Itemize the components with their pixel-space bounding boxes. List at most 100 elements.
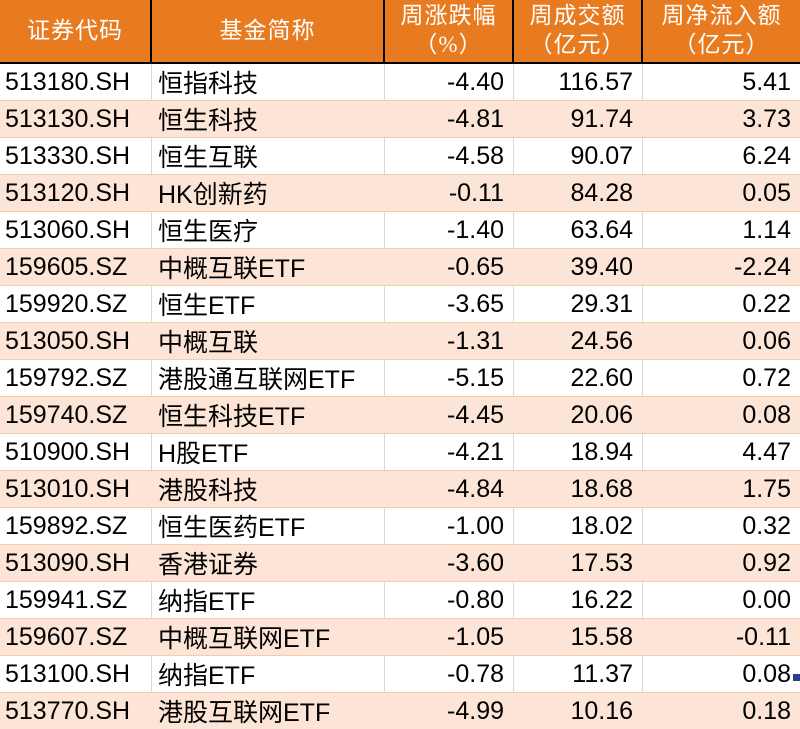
cell-security-code[interactable]: 159740.SZ	[5, 400, 128, 429]
table-row[interactable]: 159941.SZ 纳指ETF -0.80 16.22 0.00	[0, 581, 800, 618]
header-fund-name[interactable]: 基金简称	[152, 0, 385, 62]
cell-fund-name[interactable]: 港股互联网ETF	[158, 699, 331, 727]
cell-fund-name[interactable]: 纳指ETF	[152, 582, 385, 618]
cell-weekly-net-inflow[interactable]: 0.08	[742, 400, 791, 429]
cell-weekly-net-inflow[interactable]: 0.05	[742, 178, 791, 207]
cell-weekly-turnover[interactable]: 17.53	[570, 548, 633, 577]
cell-security-code[interactable]: 159607.SZ	[5, 622, 128, 651]
cell-weekly-net-inflow[interactable]: -0.11	[735, 622, 791, 651]
cell-weekly-turnover[interactable]: 91.74	[570, 104, 633, 133]
cell-weekly-net-inflow[interactable]: 0.32	[742, 511, 791, 540]
cell-weekly-net-inflow[interactable]: 6.24	[742, 141, 791, 170]
cell-fund-name[interactable]: 香港证券	[158, 551, 259, 579]
cell-weekly-turnover[interactable]: 16.22	[514, 582, 643, 618]
cell-weekly-net-inflow[interactable]: 4.47	[742, 437, 791, 466]
table-row[interactable]: 513130.SH 恒生科技 -4.81 91.74 3.73	[0, 100, 800, 137]
cell-fund-name[interactable]: 中概互联	[158, 329, 259, 357]
cell-security-code[interactable]: 159892.SZ	[0, 508, 152, 544]
cell-weekly-change[interactable]: -1.40	[385, 212, 514, 248]
cell-fund-name[interactable]: H股ETF	[152, 434, 385, 470]
cell-weekly-turnover[interactable]: 63.64	[514, 212, 643, 248]
cell-security-code[interactable]: 159941.SZ	[0, 582, 152, 618]
cell-weekly-turnover[interactable]: 84.28	[570, 178, 633, 207]
cell-weekly-change[interactable]: -1.31	[447, 326, 504, 355]
cell-fund-name[interactable]: 港股科技	[158, 477, 259, 505]
table-row[interactable]: 159607.SZ 中概互联网ETF -1.05 15.58 -0.11	[0, 618, 800, 655]
cell-weekly-net-inflow[interactable]: 0.22	[742, 289, 791, 318]
cell-weekly-turnover[interactable]: 24.56	[570, 326, 633, 355]
cell-weekly-net-inflow[interactable]: 5.41	[742, 67, 791, 96]
cell-weekly-net-inflow[interactable]: 1.14	[742, 215, 791, 244]
cell-weekly-change[interactable]: -4.84	[447, 474, 504, 503]
cell-weekly-turnover[interactable]: 10.16	[570, 696, 633, 725]
cell-security-code[interactable]: 513770.SH	[5, 696, 131, 725]
cell-weekly-change[interactable]: -0.65	[447, 252, 504, 281]
table-row[interactable]: 513770.SH 港股互联网ETF -4.99 10.16 0.18	[0, 692, 800, 729]
cell-fund-name[interactable]: 纳指ETF	[152, 656, 385, 692]
cell-security-code[interactable]: 159605.SZ	[5, 252, 128, 281]
cell-weekly-net-inflow[interactable]: 0.72	[742, 363, 791, 392]
cell-security-code[interactable]: 513010.SH	[5, 474, 131, 503]
table-row[interactable]: 513100.SH 纳指ETF -0.78 11.37 0.08	[0, 655, 800, 692]
cell-weekly-turnover[interactable]: 90.07	[514, 138, 643, 174]
table-row[interactable]: 513180.SH 恒指科技 -4.40 116.57 5.41	[0, 64, 800, 100]
cell-weekly-change[interactable]: -0.80	[385, 582, 514, 618]
cell-weekly-turnover[interactable]: 116.57	[514, 64, 643, 100]
cell-fund-name[interactable]: 港股通互联网ETF	[152, 360, 385, 396]
table-row[interactable]: 159892.SZ 恒生医药ETF -1.00 18.02 0.32	[0, 507, 800, 544]
cell-weekly-change[interactable]: -3.65	[385, 286, 514, 322]
table-row[interactable]: 513120.SH HK创新药 -0.11 84.28 0.05	[0, 174, 800, 211]
header-security-code[interactable]: 证券代码	[0, 0, 152, 62]
cell-security-code[interactable]: 513050.SH	[5, 326, 131, 355]
table-row[interactable]: 159920.SZ 恒生ETF -3.65 29.31 0.22	[0, 285, 800, 322]
cell-weekly-turnover[interactable]: 29.31	[514, 286, 643, 322]
cell-security-code[interactable]: 513090.SH	[5, 548, 131, 577]
table-row[interactable]: 513010.SH 港股科技 -4.84 18.68 1.75	[0, 470, 800, 507]
cell-security-code[interactable]: 513060.SH	[0, 212, 152, 248]
cell-weekly-change[interactable]: -4.58	[385, 138, 514, 174]
cell-fund-name[interactable]: 恒生互联	[152, 138, 385, 174]
cell-security-code[interactable]: 513100.SH	[0, 656, 152, 692]
cell-weekly-net-inflow[interactable]: 0.06	[742, 326, 791, 355]
cell-weekly-change[interactable]: -3.60	[447, 548, 504, 577]
cell-weekly-turnover[interactable]: 18.02	[514, 508, 643, 544]
cell-weekly-change[interactable]: -4.99	[447, 696, 504, 725]
cell-weekly-turnover[interactable]: 20.06	[570, 400, 633, 429]
cell-fund-name[interactable]: 中概互联网ETF	[158, 625, 331, 653]
cell-weekly-net-inflow[interactable]: 0.92	[742, 548, 791, 577]
cell-weekly-change[interactable]: -1.00	[385, 508, 514, 544]
cell-fund-name[interactable]: 恒生医药ETF	[152, 508, 385, 544]
cell-weekly-net-inflow[interactable]: 0.00	[742, 585, 791, 614]
table-row[interactable]: 159605.SZ 中概互联ETF -0.65 39.40 -2.24	[0, 248, 800, 285]
cell-weekly-net-inflow[interactable]: -2.24	[734, 252, 791, 281]
cell-weekly-change[interactable]: -5.15	[385, 360, 514, 396]
cell-weekly-net-inflow[interactable]: 3.73	[742, 104, 791, 133]
cell-weekly-net-inflow[interactable]: 0.18	[742, 696, 791, 725]
cell-weekly-change[interactable]: -4.21	[385, 434, 514, 470]
cell-security-code[interactable]: 513130.SH	[5, 104, 131, 133]
cell-fund-name[interactable]: HK创新药	[158, 181, 268, 209]
cell-security-code[interactable]: 513180.SH	[0, 64, 152, 100]
table-row[interactable]: 159792.SZ 港股通互联网ETF -5.15 22.60 0.72	[0, 359, 800, 396]
cell-weekly-change[interactable]: -4.81	[447, 104, 504, 133]
cell-weekly-net-inflow[interactable]: 1.75	[742, 474, 791, 503]
cell-fund-name[interactable]: 恒生医疗	[152, 212, 385, 248]
table-row[interactable]: 513090.SH 香港证券 -3.60 17.53 0.92	[0, 544, 800, 581]
cell-fund-name[interactable]: 中概互联ETF	[158, 255, 306, 283]
cell-security-code[interactable]: 510900.SH	[0, 434, 152, 470]
table-row[interactable]: 513060.SH 恒生医疗 -1.40 63.64 1.14	[0, 211, 800, 248]
cell-weekly-turnover[interactable]: 22.60	[514, 360, 643, 396]
cell-fund-name[interactable]: 恒生科技	[158, 107, 259, 135]
selection-fill-handle[interactable]	[792, 673, 800, 681]
header-weekly-net-inflow[interactable]: 周净流入额 （亿元）	[643, 0, 800, 62]
cell-fund-name[interactable]: 恒生科技ETF	[158, 403, 306, 431]
table-row[interactable]: 513330.SH 恒生互联 -4.58 90.07 6.24	[0, 137, 800, 174]
cell-fund-name[interactable]: 恒指科技	[152, 64, 385, 100]
cell-security-code[interactable]: 513120.SH	[5, 178, 131, 207]
cell-security-code[interactable]: 159920.SZ	[0, 286, 152, 322]
cell-weekly-net-inflow[interactable]: 0.08	[742, 659, 791, 688]
table-row[interactable]: 513050.SH 中概互联 -1.31 24.56 0.06	[0, 322, 800, 359]
cell-weekly-turnover[interactable]: 39.40	[570, 252, 633, 281]
header-weekly-turnover[interactable]: 周成交额 （亿元）	[514, 0, 643, 62]
cell-weekly-change[interactable]: -1.05	[447, 622, 504, 651]
